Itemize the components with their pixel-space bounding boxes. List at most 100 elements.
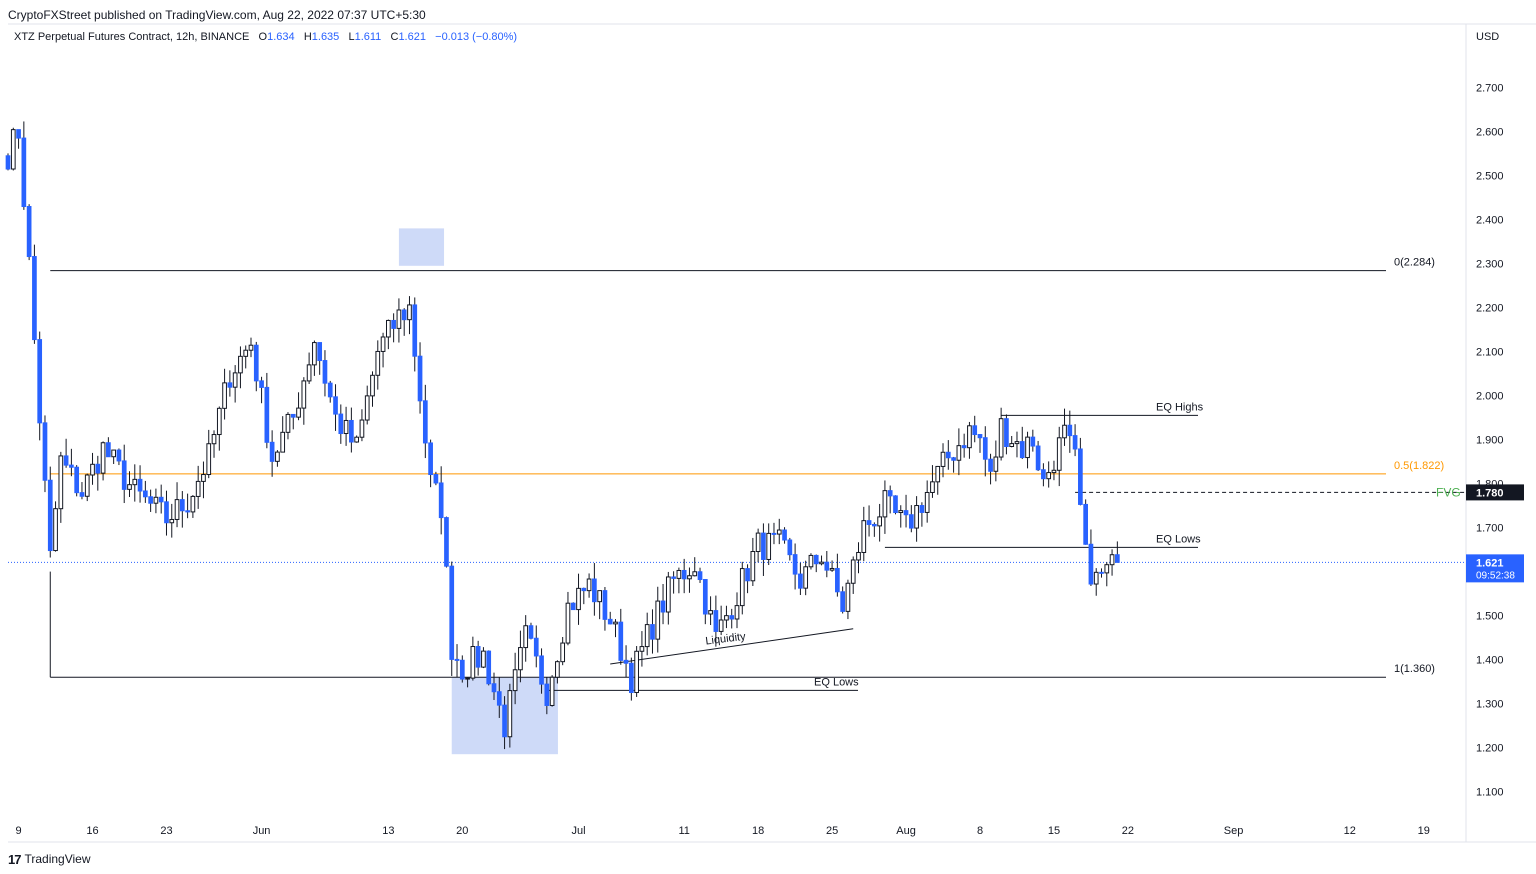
candle-up <box>216 407 222 436</box>
candle-up <box>1093 571 1099 585</box>
candle-down <box>1072 435 1078 450</box>
candle-down <box>702 579 708 615</box>
candle-down <box>623 659 629 664</box>
tradingview-brand[interactable]: TradingView <box>24 852 91 866</box>
candle-down <box>798 573 803 589</box>
candle-down <box>264 386 270 443</box>
candle-down <box>459 659 465 680</box>
eq-lows-right-label: EQ Lows <box>1156 533 1201 545</box>
candle-up <box>565 602 571 644</box>
candle-down <box>5 155 11 170</box>
candle-down <box>697 571 703 581</box>
eq-lows-left-label: EQ Lows <box>814 676 859 688</box>
candle-up <box>734 605 740 620</box>
candle-down <box>893 495 898 514</box>
candle-up <box>819 561 824 565</box>
liquidity-trendline <box>610 628 854 665</box>
current-price-badge <box>1466 554 1524 583</box>
candle-up <box>343 419 349 435</box>
candle-down <box>391 319 396 329</box>
candle-up <box>718 619 724 632</box>
candle-down <box>835 567 840 593</box>
candle-up <box>1104 564 1110 574</box>
candle-down <box>412 304 418 357</box>
candle-up <box>84 474 90 497</box>
date-tick-label: Aug <box>896 825 916 837</box>
publisher-line: CryptoFXStreet published on TradingView.… <box>8 8 426 22</box>
candle-down <box>729 615 735 620</box>
candle-up <box>1014 441 1020 445</box>
price-tick-label: 1.500 <box>1476 611 1504 623</box>
candle-down <box>444 517 449 567</box>
candle-up <box>296 407 301 418</box>
candle-up <box>364 395 370 421</box>
candle-up <box>169 518 175 524</box>
candle-down <box>945 451 951 459</box>
fvg-label: FVG <box>1436 485 1461 499</box>
date-tick-label: 19 <box>1418 825 1430 837</box>
date-tick-label: 13 <box>382 825 394 837</box>
candle-up <box>665 576 671 613</box>
candle-up <box>396 309 402 329</box>
candle-down <box>1019 441 1025 459</box>
candle-up <box>1025 436 1030 459</box>
candle-down <box>919 505 925 513</box>
candle-up <box>354 436 360 443</box>
candle-up <box>111 449 117 458</box>
date-tick-label: Sep <box>1224 825 1244 837</box>
candle-down <box>433 474 439 484</box>
candle-up <box>576 587 581 611</box>
candle-down <box>32 256 37 341</box>
candle-up <box>132 478 138 486</box>
candle-down <box>322 360 328 384</box>
symbol-name[interactable]: XTZ Perpetual Futures Contract, 12h, BIN… <box>14 31 250 43</box>
currency-label: USD <box>1476 31 1499 43</box>
fvg-price-text: 1.780 <box>1476 487 1504 499</box>
date-tick-label: 25 <box>826 825 838 837</box>
candle-up <box>465 677 470 680</box>
low-value: 1.611 <box>354 31 382 43</box>
candle-down <box>16 129 21 139</box>
candle-down <box>782 529 787 541</box>
candle-down <box>253 344 259 382</box>
candle-down <box>1114 554 1120 563</box>
candle-down <box>618 621 624 661</box>
candle-down <box>47 479 53 552</box>
candle-up <box>956 445 962 461</box>
candle-down <box>26 206 32 258</box>
current-price-text: 1.621 <box>1476 557 1504 569</box>
candle-down <box>1004 418 1009 447</box>
candle-down <box>496 691 502 706</box>
date-tick-label: 11 <box>678 825 689 837</box>
candle-up <box>676 569 682 579</box>
candle-down <box>79 492 85 497</box>
candle-down <box>908 514 914 529</box>
fib-05-label: 0.5(1.822) <box>1394 460 1444 472</box>
candle-down <box>961 445 967 449</box>
tradingview-logo-icon[interactable]: 17 <box>8 851 22 867</box>
candle-up <box>407 304 412 321</box>
candle-up <box>359 419 365 438</box>
candle-up <box>655 600 661 640</box>
candle-down <box>528 625 534 639</box>
candle-up <box>724 615 729 621</box>
candle-up <box>470 646 476 679</box>
candle-up <box>555 661 560 678</box>
candle-down <box>581 587 587 592</box>
candle-up <box>280 431 286 453</box>
candle-down <box>813 554 819 565</box>
date-tick-label: 12 <box>1344 825 1356 837</box>
candle-down <box>1099 571 1104 574</box>
candle-up <box>845 582 851 612</box>
candle-up <box>1109 554 1115 566</box>
candle-up <box>100 442 106 474</box>
date-tick-label: 15 <box>1048 825 1060 837</box>
candle-down <box>713 610 719 632</box>
candle-up <box>750 551 756 582</box>
candle-down <box>158 496 164 503</box>
candle-down <box>982 437 988 460</box>
candle-up <box>861 520 867 553</box>
candle-down <box>660 600 666 613</box>
candle-up <box>481 650 486 668</box>
